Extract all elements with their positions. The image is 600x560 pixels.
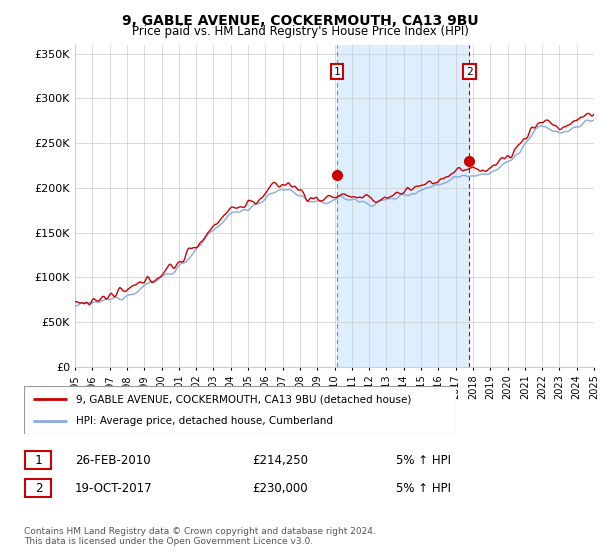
Text: £230,000: £230,000: [252, 482, 308, 495]
Text: Price paid vs. HM Land Registry's House Price Index (HPI): Price paid vs. HM Land Registry's House …: [131, 25, 469, 38]
Text: 5% ↑ HPI: 5% ↑ HPI: [396, 482, 451, 495]
Bar: [337, 45, 469, 367]
Text: 2: 2: [466, 67, 473, 77]
Text: Contains HM Land Registry data © Crown copyright and database right 2024.
This d: Contains HM Land Registry data © Crown c…: [24, 526, 376, 546]
Text: HPI: Average price, detached house, Cumberland: HPI: Average price, detached house, Cumb…: [76, 416, 333, 426]
Text: 5% ↑ HPI: 5% ↑ HPI: [396, 454, 451, 467]
Text: 1: 1: [35, 454, 42, 467]
Text: £214,250: £214,250: [252, 454, 308, 467]
Text: 9, GABLE AVENUE, COCKERMOUTH, CA13 9BU: 9, GABLE AVENUE, COCKERMOUTH, CA13 9BU: [122, 14, 478, 28]
Text: 9, GABLE AVENUE, COCKERMOUTH, CA13 9BU (detached house): 9, GABLE AVENUE, COCKERMOUTH, CA13 9BU (…: [76, 394, 411, 404]
Text: 19-OCT-2017: 19-OCT-2017: [75, 482, 152, 495]
Text: 1: 1: [334, 67, 340, 77]
Text: 2: 2: [35, 482, 42, 495]
Text: 26-FEB-2010: 26-FEB-2010: [75, 454, 151, 467]
